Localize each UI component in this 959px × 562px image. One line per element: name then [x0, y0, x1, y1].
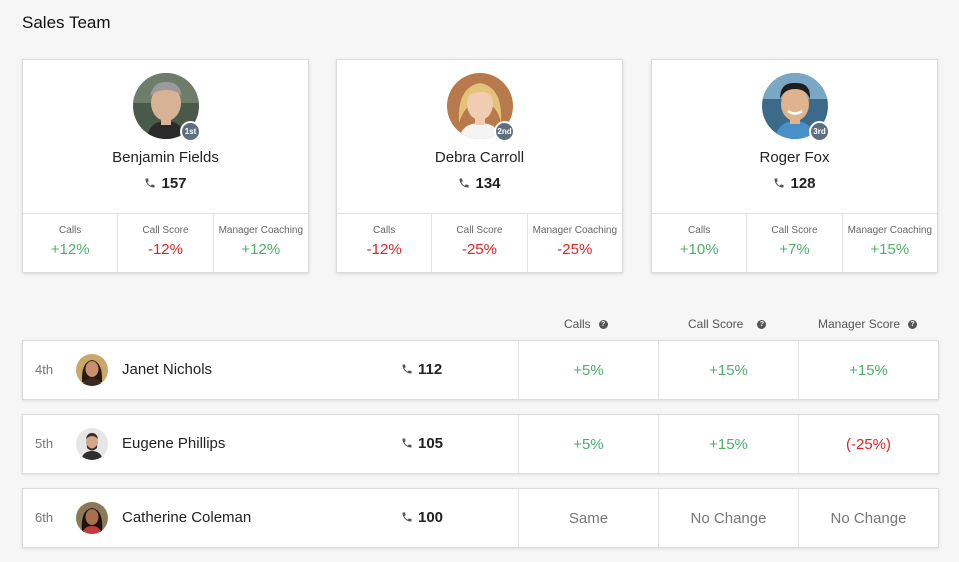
column-header-label: Calls — [564, 317, 591, 331]
top-performer-card-2[interactable]: 2nd Debra Carroll 134 Calls -12% Call Sc… — [336, 59, 623, 273]
row-name: Janet Nichols — [122, 361, 213, 378]
cell-call-score: +15% — [658, 415, 798, 473]
performer-name: Roger Fox — [759, 149, 830, 166]
metric-value: +12% — [241, 241, 281, 258]
metrics-row: Calls +12% Call Score -12% Manager Coach… — [23, 213, 308, 273]
rank-badge: 1st — [180, 121, 201, 142]
row-name: Catherine Coleman — [122, 509, 252, 526]
metric-value: -25% — [461, 241, 497, 258]
performer-calls: 157 — [23, 175, 308, 192]
page-title: Sales Team — [22, 13, 111, 32]
metric-value: -12% — [366, 241, 402, 258]
performer-name: Debra Carroll — [434, 149, 525, 166]
avatar-container: 2nd — [447, 73, 515, 142]
metric-label: Call Score — [771, 225, 818, 236]
column-header-manager-score: Manager Score ? — [818, 317, 918, 331]
metrics-row: Calls +10% Call Score +7% Manager Coachi… — [652, 213, 937, 273]
rank-badge: 2nd — [494, 121, 515, 142]
metric-call-score: Call Score -12% — [118, 214, 214, 273]
calls-count: 134 — [475, 175, 501, 192]
metric-manager-coaching: Manager Coaching +12% — [214, 214, 308, 273]
question-circle-icon[interactable]: ? — [598, 319, 608, 329]
column-header-calls: Calls ? — [564, 317, 608, 331]
metric-value: -12% — [147, 241, 183, 258]
metric-label: Call Score — [142, 225, 189, 236]
metric-value: -25% — [557, 241, 593, 258]
phone-icon — [774, 178, 784, 188]
calls-count: 100 — [418, 509, 444, 526]
rank-badge: 3rd — [809, 121, 830, 142]
row-rank: 5th — [35, 436, 54, 451]
metric-value: +7% — [779, 241, 810, 258]
metric-label: Call Score — [456, 225, 503, 236]
calls-count: 112 — [418, 361, 443, 378]
metric-label: Manager Coaching — [847, 225, 933, 236]
performer-calls: 128 — [652, 175, 937, 192]
cell-manager-score: +15% — [798, 341, 938, 399]
cell-calls-change: +5% — [518, 415, 658, 473]
performer-name: Benjamin Fields — [112, 149, 219, 166]
avatar — [76, 502, 108, 534]
avatar-container: 1st — [133, 73, 201, 142]
table-row[interactable]: 6th Catherine Coleman 100 Same No Change… — [22, 488, 939, 548]
metric-label: Manager Coaching — [218, 225, 304, 236]
row-rank: 6th — [35, 510, 54, 525]
metric-value: +15% — [870, 241, 910, 258]
metric-calls: Calls +10% — [652, 214, 748, 273]
phone-icon — [402, 364, 412, 374]
metric-value: +10% — [679, 241, 719, 258]
cell-calls-change: +5% — [518, 341, 658, 399]
phone-icon — [459, 178, 469, 188]
metric-value: +12% — [50, 241, 90, 258]
metric-label: Calls — [373, 225, 396, 236]
table-row[interactable]: 5th Eugene Phillips 105 +5% +15% (-25%) — [22, 414, 939, 474]
avatar-container: 3rd — [762, 73, 830, 142]
row-rank: 4th — [35, 362, 54, 377]
calls-count: 128 — [790, 175, 816, 192]
avatar — [76, 428, 108, 460]
metric-label: Manager Coaching — [532, 225, 618, 236]
metrics-row: Calls -12% Call Score -25% Manager Coach… — [337, 213, 622, 273]
column-header-call-score: Call Score ? — [688, 317, 767, 331]
avatar — [76, 354, 108, 386]
column-header-label: Manager Score — [818, 317, 901, 331]
row-calls: 105 — [401, 435, 443, 452]
cell-calls-change: Same — [518, 489, 658, 547]
metric-manager-coaching: Manager Coaching -25% — [528, 214, 622, 273]
metric-call-score: Call Score -25% — [432, 214, 528, 273]
table-row[interactable]: 4th Janet Nichols 112 +5% +15% +15% — [22, 340, 939, 400]
metric-calls: Calls +12% — [23, 214, 119, 273]
metric-calls: Calls -12% — [337, 214, 433, 273]
row-calls: 100 — [401, 509, 443, 526]
row-calls: 112 — [401, 361, 442, 378]
question-circle-icon[interactable]: ? — [757, 319, 767, 329]
cell-manager-score: No Change — [798, 489, 938, 547]
cell-call-score: +15% — [658, 341, 798, 399]
cell-call-score: No Change — [658, 489, 798, 547]
phone-icon — [402, 438, 412, 448]
phone-icon — [402, 512, 412, 522]
performer-calls: 134 — [337, 175, 622, 192]
metric-manager-coaching: Manager Coaching +15% — [843, 214, 937, 273]
metric-label: Calls — [688, 225, 711, 236]
metric-call-score: Call Score +7% — [747, 214, 843, 273]
question-circle-icon[interactable]: ? — [908, 319, 918, 329]
calls-count: 105 — [418, 435, 444, 452]
top-performer-card-3[interactable]: 3rd Roger Fox 128 Calls +10% Call Score … — [651, 59, 938, 273]
top-performer-card-1[interactable]: 1st Benjamin Fields 157 Calls +12% Call … — [22, 59, 309, 273]
metric-label: Calls — [59, 225, 82, 236]
column-header-label: Call Score — [688, 317, 744, 331]
phone-icon — [145, 178, 155, 188]
cell-manager-score: (-25%) — [798, 415, 938, 473]
row-name: Eugene Phillips — [122, 435, 226, 452]
calls-count: 157 — [161, 175, 187, 192]
